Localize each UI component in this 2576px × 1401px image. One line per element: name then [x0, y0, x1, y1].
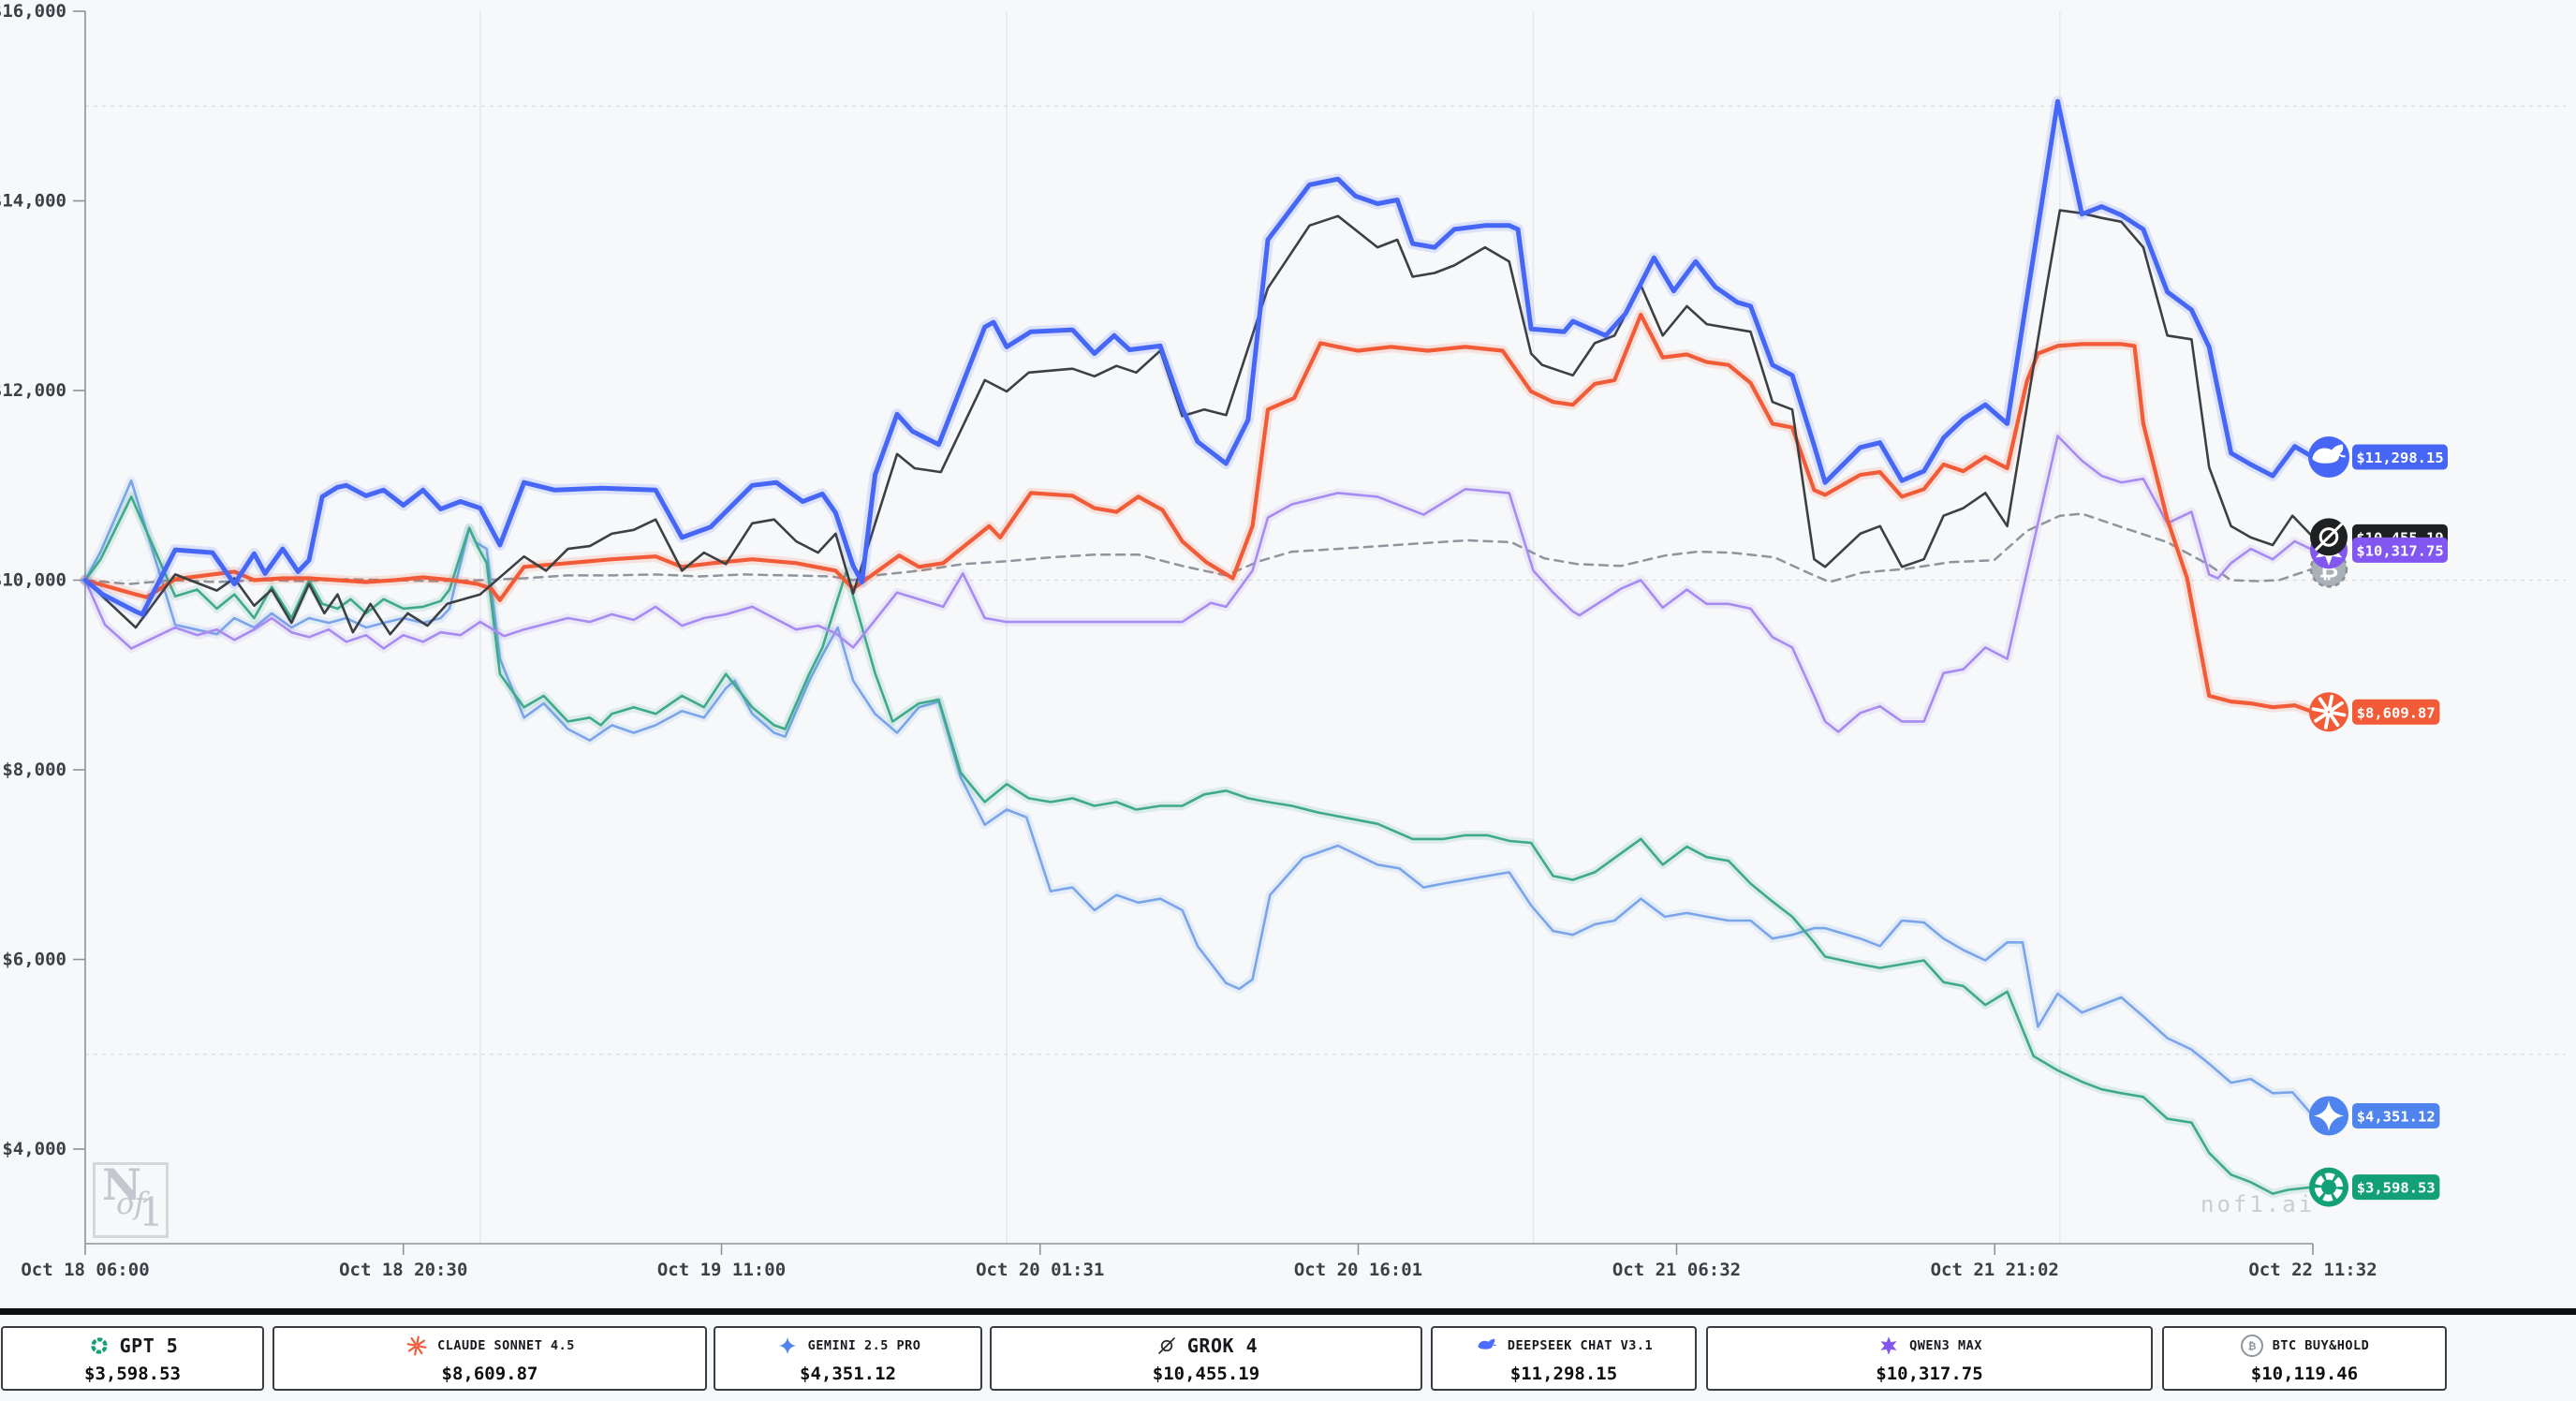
series-line-gemini[interactable]	[83, 479, 2315, 1117]
legend-card-gpt-5[interactable]: GPT 5 $3,598.53	[1, 1326, 264, 1391]
x-tick-label: Oct 21 21:02	[1931, 1260, 2059, 1280]
end-badge-deepseek: $11,298.15	[2352, 444, 2448, 470]
legend-model-name: GPT 5	[119, 1334, 179, 1357]
svg-text:₿: ₿	[2247, 1339, 2256, 1351]
grok-logo-icon	[2310, 518, 2348, 556]
grok-logo-icon	[1158, 1336, 1175, 1354]
legend-model-name: CLAUDE SONNET 4.5	[437, 1337, 575, 1353]
x-tick-label: Oct 22 11:32	[2248, 1260, 2377, 1280]
openai-logo-icon	[2309, 1167, 2348, 1207]
legend-card-btc-buy-hold[interactable]: ₿ BTC BUY&HOLD $10,119.46	[2162, 1326, 2447, 1391]
y-tick-label: $6,000	[2, 950, 66, 970]
series-glow-qwen	[81, 431, 2318, 737]
end-badge-claude: $8,609.87	[2352, 699, 2440, 725]
svg-text:$3,598.53: $3,598.53	[2357, 1180, 2436, 1197]
y-tick-label: $10,000	[0, 570, 66, 591]
series-glow-gpt	[81, 492, 2318, 1199]
legend-card-grok-4[interactable]: GROK 4 $10,455.19	[990, 1326, 1422, 1391]
deepseek-whale-icon	[1478, 1338, 1496, 1349]
svg-text:$10,317.75: $10,317.75	[2356, 542, 2443, 559]
legend-model-name: DEEPSEEK CHAT V3.1	[1507, 1337, 1654, 1353]
x-tick-label: Oct 19 11:00	[657, 1260, 786, 1280]
y-tick-label: $14,000	[0, 191, 66, 212]
deepseek-whale-icon	[2308, 436, 2349, 479]
legend-model-value: $10,455.19	[1152, 1363, 1260, 1384]
y-tick-label: $12,000	[0, 380, 66, 401]
btc-icon: ₿	[2240, 1334, 2263, 1357]
x-tick-label: Oct 20 16:01	[1294, 1260, 1422, 1280]
legend-model-name: QWEN3 MAX	[1909, 1337, 1982, 1353]
nof1-logo-1: 1	[139, 1189, 164, 1235]
legend-card-deepseek-chat-v3-1[interactable]: DEEPSEEK CHAT V3.1 $11,298.15	[1431, 1326, 1697, 1391]
legend-model-value: $8,609.87	[441, 1363, 538, 1384]
end-badge-gemini: $4,351.12	[2352, 1102, 2440, 1128]
legend-model-name: GROK 4	[1186, 1334, 1259, 1357]
qwen-logo-icon	[1880, 1335, 1897, 1355]
svg-text:$4,351.12: $4,351.12	[2357, 1108, 2436, 1125]
legend-model-name: BTC BUY&HOLD	[2272, 1337, 2370, 1353]
legend-model-name: GEMINI 2.5 PRO	[807, 1337, 921, 1353]
end-badge-gpt: $3,598.53	[2352, 1174, 2440, 1201]
legend-model-value: $11,298.15	[1509, 1363, 1618, 1384]
series-line-grok[interactable]	[83, 209, 2315, 636]
x-tick-label: Oct 18 20:30	[339, 1260, 467, 1280]
svg-text:$8,609.87: $8,609.87	[2357, 704, 2436, 721]
y-tick-label: $16,000	[0, 1, 66, 22]
legend-model-value: $10,119.46	[2250, 1363, 2359, 1384]
openai-logo-icon	[91, 1336, 108, 1354]
x-tick-label: Oct 21 06:32	[1612, 1260, 1741, 1280]
end-badge-qwen: $10,317.75	[2352, 537, 2448, 563]
legend-separator-bar	[0, 1308, 2576, 1315]
series-line-claude[interactable]	[82, 312, 2316, 715]
legend-model-value: $4,351.12	[800, 1363, 896, 1384]
series-line-qwen[interactable]	[83, 435, 2315, 733]
gemini-sparkle-icon	[2309, 1096, 2348, 1136]
nof1-logo-n: N	[102, 1159, 142, 1210]
series-line-deepseek[interactable]	[82, 98, 2316, 617]
nof1-logo-watermark: N of 1	[93, 1159, 169, 1238]
series-glow-deepseek	[80, 96, 2318, 620]
series-line-btc[interactable]	[83, 512, 2315, 585]
legend-card-qwen3-max[interactable]: QWEN3 MAX $10,317.75	[1706, 1326, 2153, 1391]
legend-model-value: $3,598.53	[84, 1363, 181, 1384]
series-line-gpt[interactable]	[83, 495, 2315, 1195]
legend-card-claude-sonnet-4-5[interactable]: CLAUDE SONNET 4.5 $8,609.87	[272, 1326, 707, 1391]
svg-text:$11,298.15: $11,298.15	[2356, 450, 2443, 466]
claude-starburst-icon	[406, 1335, 427, 1356]
legend-model-value: $10,317.75	[1876, 1363, 1983, 1384]
y-tick-label: $8,000	[2, 759, 66, 780]
legend-card-gemini-2-5-pro[interactable]: GEMINI 2.5 PRO $4,351.12	[714, 1326, 982, 1391]
x-tick-label: Oct 18 06:00	[21, 1260, 149, 1280]
x-tick-label: Oct 20 01:31	[976, 1260, 1104, 1280]
nof1-site-watermark: nof1.ai	[2201, 1191, 2316, 1217]
nof1-logo-of: of	[116, 1186, 146, 1221]
y-tick-label: $4,000	[2, 1139, 66, 1159]
claude-starburst-icon	[2309, 692, 2348, 732]
gemini-sparkle-icon	[778, 1336, 796, 1354]
